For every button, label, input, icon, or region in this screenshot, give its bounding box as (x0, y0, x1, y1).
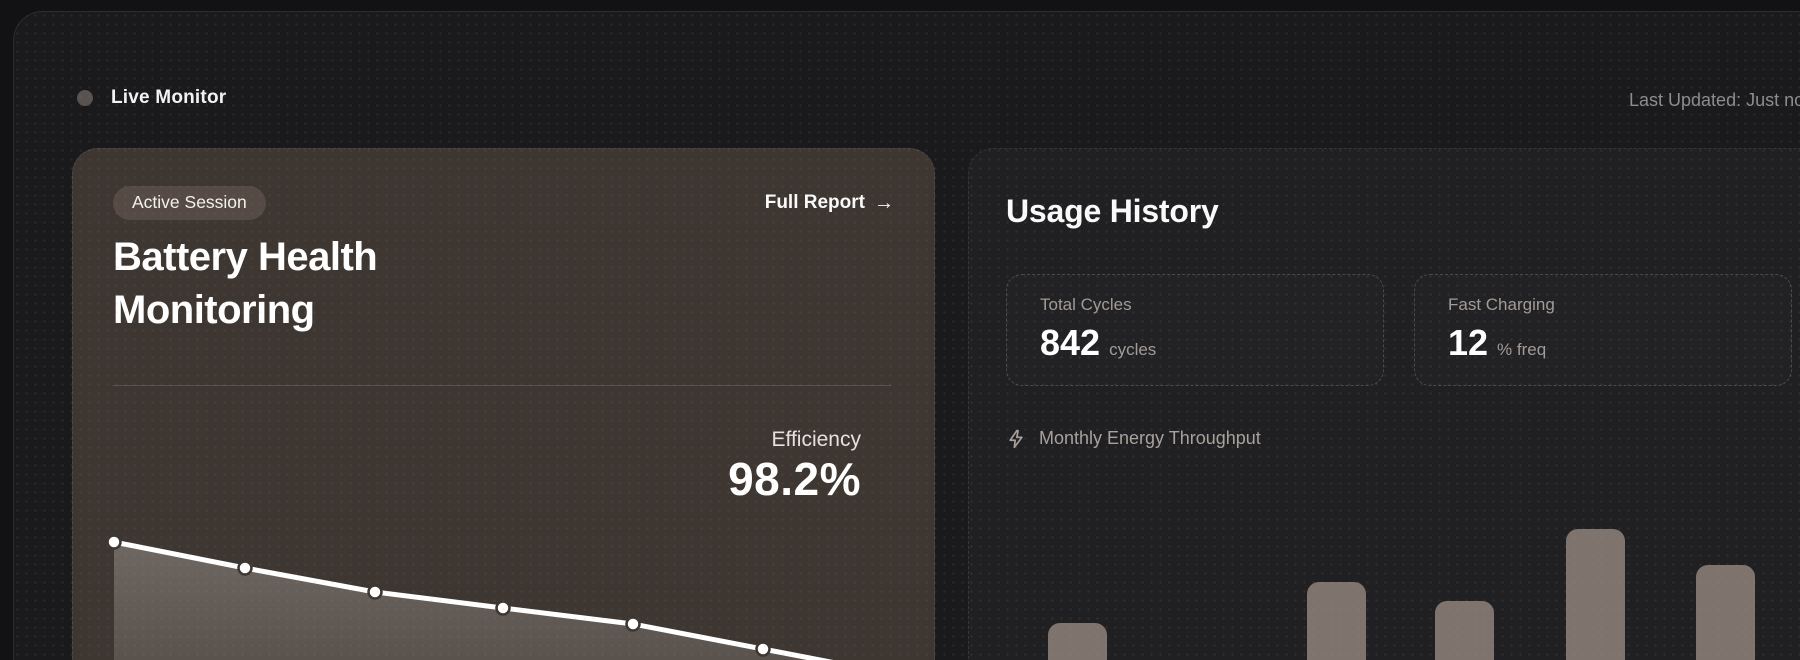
stat-label: Fast Charging (1448, 295, 1555, 314)
throughput-bar (1048, 623, 1107, 660)
usage-history-title: Usage History (1006, 193, 1219, 229)
stat-row: Total Cycles 842 cycles Fast Charging 12… (1006, 274, 1792, 386)
full-report-label: Full Report (764, 192, 865, 213)
live-monitor-status: Live Monitor (77, 87, 226, 109)
full-report-link[interactable]: Full Report → (765, 192, 894, 215)
monthly-throughput-row: Monthly Energy Throughput (1006, 428, 1790, 449)
arrow-right-icon: → (874, 191, 894, 214)
line-point (106, 534, 122, 550)
throughput-bar (1696, 565, 1755, 660)
battery-health-card: Active Session Full Report → Battery Hea… (72, 148, 935, 660)
line-point (495, 600, 511, 616)
throughput-bar (1307, 582, 1366, 660)
efficiency-value: 98.2% (728, 453, 861, 505)
stat-value: 12 (1448, 322, 1489, 363)
throughput-bar (1435, 601, 1494, 660)
total-cycles-stat: Total Cycles 842 cycles (1006, 274, 1384, 386)
stat-value: 842 (1040, 322, 1101, 363)
live-status-dot-icon (77, 90, 93, 106)
stat-unit: cycles (1109, 340, 1157, 359)
line-point (367, 584, 383, 600)
usage-history-card: Usage History Total Cycles 842 cycles Fa… (968, 148, 1800, 660)
throughput-bar (1566, 529, 1625, 660)
live-monitor-label: Live Monitor (111, 87, 227, 108)
efficiency-line-chart (106, 534, 834, 660)
fast-charging-stat: Fast Charging 12 % freq (1414, 274, 1792, 386)
monthly-throughput-label: Monthly Energy Throughput (1039, 428, 1261, 448)
active-session-badge: Active Session (113, 186, 266, 220)
lightning-bolt-icon (1009, 429, 1023, 448)
line-point (755, 641, 771, 657)
card-title: Battery Health Monitoring (113, 235, 378, 332)
stat-label: Total Cycles (1040, 295, 1132, 314)
line-point (625, 616, 641, 632)
stat-unit: % freq (1497, 340, 1547, 359)
line-point (237, 560, 253, 576)
efficiency-block: Efficiency 98.2% (113, 428, 894, 502)
divider (113, 385, 891, 386)
efficiency-label: Efficiency (771, 428, 862, 451)
last-updated-text: Last Updated: Just now (1629, 90, 1800, 110)
